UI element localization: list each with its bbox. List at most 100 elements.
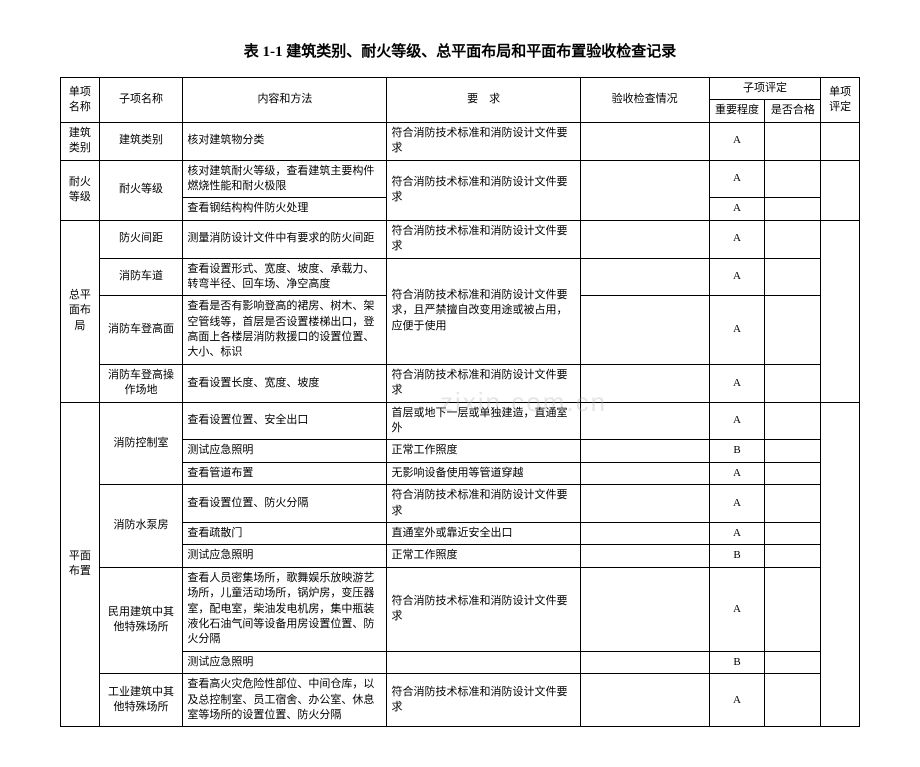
cell-imp: A	[709, 567, 765, 651]
cell-check	[580, 122, 709, 160]
cell-pass	[765, 545, 821, 567]
cell-req: 符合消防技术标准和消防设计文件要求	[387, 567, 580, 651]
cell-cat: 建筑类别	[61, 122, 100, 160]
cell-eval	[821, 220, 860, 402]
cell-imp: A	[709, 220, 765, 258]
cell-req: 符合消防技术标准和消防设计文件要求	[387, 674, 580, 727]
table-row: 消防水泵房 查看设置位置、防火分隔 符合消防技术标准和消防设计文件要求 A	[61, 485, 860, 523]
cell-method: 测试应急照明	[183, 651, 387, 673]
th-method: 内容和方法	[183, 78, 387, 123]
cell-pass	[765, 198, 821, 220]
table-header-row: 单项名称 子项名称 内容和方法 要 求 验收检查情况 子项评定 单项评定	[61, 78, 860, 100]
cell-pass	[765, 364, 821, 402]
cell-check	[580, 522, 709, 544]
cell-imp: B	[709, 545, 765, 567]
cell-check	[580, 220, 709, 258]
cell-check	[580, 160, 709, 220]
cell-sub: 消防车道	[99, 258, 183, 296]
cell-imp: A	[709, 674, 765, 727]
cell-pass	[765, 462, 821, 484]
cell-sub: 消防控制室	[99, 402, 183, 485]
cell-pass	[765, 485, 821, 523]
cell-sub: 民用建筑中其他特殊场所	[99, 567, 183, 673]
table-row: 民用建筑中其他特殊场所 查看人员密集场所，歌舞娱乐放映游艺场所，儿童活动场所，锅…	[61, 567, 860, 651]
table-row: 消防车道 查看设置形式、宽度、坡度、承载力、转弯半径、回车场、净空高度 符合消防…	[61, 258, 860, 296]
cell-method: 查看人员密集场所，歌舞娱乐放映游艺场所，儿童活动场所，锅炉房，变压器室，配电室，…	[183, 567, 387, 651]
cell-imp: A	[709, 258, 765, 296]
cell-pass	[765, 567, 821, 651]
cell-check	[580, 545, 709, 567]
cell-req: 符合消防技术标准和消防设计文件要求	[387, 364, 580, 402]
cell-req: 直通室外或靠近安全出口	[387, 522, 580, 544]
cell-pass	[765, 122, 821, 160]
cell-method: 查看管道布置	[183, 462, 387, 484]
table-row: 建筑类别 建筑类别 核对建筑物分类 符合消防技术标准和消防设计文件要求 A	[61, 122, 860, 160]
cell-sub: 消防车登高操作场地	[99, 364, 183, 402]
cell-pass	[765, 296, 821, 365]
cell-imp: A	[709, 160, 765, 198]
table-row: 平面布置 消防控制室 查看设置位置、安全出口 首层或地下一层或单独建造，直通室外…	[61, 402, 860, 440]
cell-req: 符合消防技术标准和消防设计文件要求，且严禁擅自改变用途或被占用，应便于使用	[387, 258, 580, 364]
cell-sub: 消防车登高面	[99, 296, 183, 365]
cell-check	[580, 364, 709, 402]
cell-check	[580, 296, 709, 365]
cell-method: 查看设置长度、宽度、坡度	[183, 364, 387, 402]
th-subeval: 子项评定	[709, 78, 821, 100]
cell-req: 正常工作照度	[387, 545, 580, 567]
th-sub: 子项名称	[99, 78, 183, 123]
cell-method: 测试应急照明	[183, 545, 387, 567]
cell-imp: A	[709, 522, 765, 544]
th-singleeval: 单项评定	[821, 78, 860, 123]
cell-method: 查看是否有影响登高的裙房、树木、架空管线等，首层是否设置楼梯出口，登高面上各楼层…	[183, 296, 387, 365]
cell-req: 符合消防技术标准和消防设计文件要求	[387, 485, 580, 523]
inspection-table: 单项名称 子项名称 内容和方法 要 求 验收检查情况 子项评定 单项评定 重要程…	[60, 77, 860, 727]
cell-method: 测试应急照明	[183, 440, 387, 462]
cell-pass	[765, 651, 821, 673]
cell-eval	[821, 122, 860, 160]
cell-req: 符合消防技术标准和消防设计文件要求	[387, 122, 580, 160]
cell-cat: 总平面布局	[61, 220, 100, 402]
cell-cat: 耐火等级	[61, 160, 100, 220]
cell-imp: B	[709, 440, 765, 462]
cell-req: 正常工作照度	[387, 440, 580, 462]
cell-req: 符合消防技术标准和消防设计文件要求	[387, 220, 580, 258]
th-cat: 单项名称	[61, 78, 100, 123]
cell-check	[580, 485, 709, 523]
table-row: 耐火等级 耐火等级 核对建筑耐火等级，查看建筑主要构件燃烧性能和耐火极限 符合消…	[61, 160, 860, 198]
table-row: 总平面布局 防火间距 测量消防设计文件中有要求的防火间距 符合消防技术标准和消防…	[61, 220, 860, 258]
cell-check	[580, 402, 709, 440]
cell-check	[580, 567, 709, 651]
cell-req: 首层或地下一层或单独建造，直通室外	[387, 402, 580, 440]
cell-imp: A	[709, 485, 765, 523]
cell-req	[387, 651, 580, 673]
cell-pass	[765, 440, 821, 462]
page-title: 表 1-1 建筑类别、耐火等级、总平面布局和平面布置验收检查记录	[60, 40, 860, 61]
th-importance: 重要程度	[709, 100, 765, 122]
cell-sub: 工业建筑中其他特殊场所	[99, 674, 183, 727]
cell-pass	[765, 674, 821, 727]
table-row: 工业建筑中其他特殊场所 查看高火灾危险性部位、中间仓库，以及总控制室、员工宿舍、…	[61, 674, 860, 727]
cell-check	[580, 651, 709, 673]
cell-pass	[765, 220, 821, 258]
cell-pass	[765, 402, 821, 440]
cell-method: 核对建筑物分类	[183, 122, 387, 160]
th-req: 要 求	[387, 78, 580, 123]
cell-method: 查看高火灾危险性部位、中间仓库，以及总控制室、员工宿舍、办公室、休息室等场所的设…	[183, 674, 387, 727]
cell-sub: 消防水泵房	[99, 485, 183, 568]
cell-sub: 防火间距	[99, 220, 183, 258]
cell-method: 查看钢结构构件防火处理	[183, 198, 387, 220]
th-pass: 是否合格	[765, 100, 821, 122]
cell-imp: A	[709, 462, 765, 484]
cell-eval	[821, 160, 860, 220]
cell-check	[580, 258, 709, 296]
cell-check	[580, 674, 709, 727]
cell-method: 查看设置形式、宽度、坡度、承载力、转弯半径、回车场、净空高度	[183, 258, 387, 296]
cell-req: 符合消防技术标准和消防设计文件要求	[387, 160, 580, 220]
cell-imp: A	[709, 402, 765, 440]
cell-method: 核对建筑耐火等级，查看建筑主要构件燃烧性能和耐火极限	[183, 160, 387, 198]
cell-pass	[765, 160, 821, 198]
cell-check	[580, 462, 709, 484]
cell-sub: 耐火等级	[99, 160, 183, 220]
table-row: 消防车登高操作场地 查看设置长度、宽度、坡度 符合消防技术标准和消防设计文件要求…	[61, 364, 860, 402]
cell-cat: 平面布置	[61, 402, 100, 727]
